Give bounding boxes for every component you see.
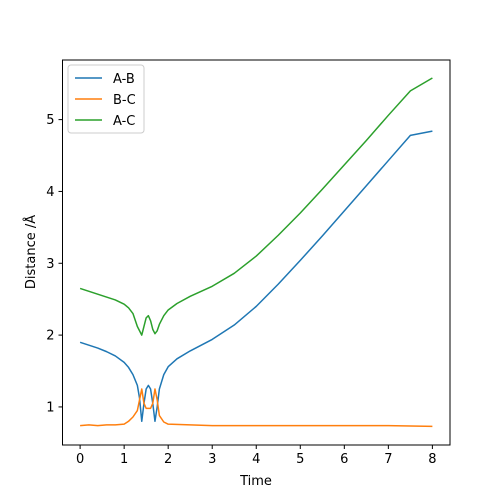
y-tick-label: 1 (46, 400, 54, 415)
series-line-b-c (80, 388, 433, 428)
legend-label-b-c: B-C (113, 93, 136, 108)
x-tick-label: 6 (340, 452, 348, 467)
x-axis-ticks: 0 1 2 3 4 5 6 7 8 (76, 445, 437, 467)
y-tick-label: 3 (46, 257, 54, 272)
legend-label-a-c: A-C (113, 114, 135, 129)
x-tick-label: 8 (428, 452, 436, 467)
x-tick-label: 5 (296, 452, 304, 467)
y-axis-ticks: 1 2 3 4 5 (46, 113, 63, 415)
legend: A-B B-C A-C (67, 64, 145, 134)
x-tick-label: 4 (252, 452, 260, 467)
x-tick-label: 3 (208, 452, 216, 467)
x-tick-label: 2 (164, 452, 172, 467)
y-tick-label: 4 (46, 185, 54, 200)
x-axis-label: Time (239, 474, 272, 489)
x-tick-label: 0 (76, 452, 84, 467)
legend-box (67, 64, 145, 134)
series-line-a-c (79, 77, 433, 336)
series-layer (79, 77, 433, 428)
x-tick-label: 1 (120, 452, 128, 467)
x-tick-label: 7 (384, 452, 392, 467)
y-tick-label: 2 (46, 329, 54, 344)
y-tick-label: 5 (46, 113, 54, 128)
legend-label-a-b: A-B (113, 72, 135, 87)
y-axis-label: Distance /Å (23, 215, 39, 289)
series-line-a-b (79, 130, 433, 423)
